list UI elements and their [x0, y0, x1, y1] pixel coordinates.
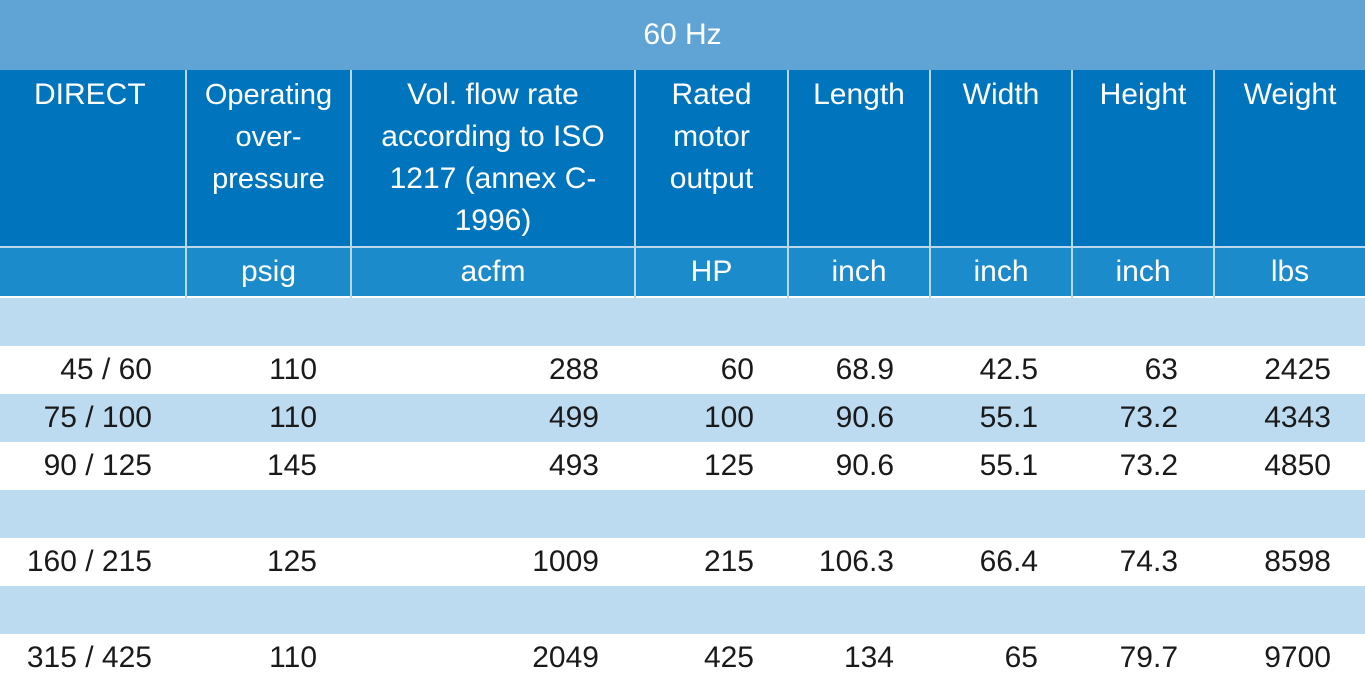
cell-weight: 9700 — [1214, 634, 1365, 682]
cell-length: 68.9 — [788, 346, 930, 394]
cell-width: 55.1 — [930, 442, 1072, 490]
cell-pressure: 110 — [186, 634, 351, 682]
unit-width: inch — [929, 246, 1072, 297]
unit-height: inch — [1071, 246, 1214, 297]
cell-flow: 2049 — [351, 634, 635, 682]
cell-motor: 215 — [635, 538, 788, 586]
cell-flow: 288 — [351, 346, 635, 394]
cell-pressure: 110 — [186, 394, 351, 442]
header-motor-output: Rated motor output — [634, 70, 788, 247]
cell-weight: 4850 — [1214, 442, 1365, 490]
cell-width: 65 — [930, 634, 1072, 682]
cell-weight: 8598 — [1214, 538, 1365, 586]
cell-width: 66.4 — [930, 538, 1072, 586]
cell-height: 79.7 — [1072, 634, 1214, 682]
cell-length: 90.6 — [788, 394, 930, 442]
cell-length: 90.6 — [788, 442, 930, 490]
header-operating-overpressure: Operating over-pressure — [185, 70, 351, 247]
cell-width: 55.1 — [930, 394, 1072, 442]
unit-flow: acfm — [350, 246, 635, 297]
unit-motor: HP — [634, 246, 788, 297]
section-spacer — [0, 296, 1365, 346]
frequency-title: 60 Hz — [0, 0, 1365, 70]
header-length: Length — [787, 70, 930, 247]
cell-motor: 425 — [635, 634, 788, 682]
cell-length: 134 — [788, 634, 930, 682]
table-row: 315 / 425 110 2049 425 134 65 79.7 9700 — [0, 634, 1365, 682]
header-width: Width — [929, 70, 1072, 247]
cell-height: 74.3 — [1072, 538, 1214, 586]
table-row: 45 / 60 110 288 60 68.9 42.5 63 2425 — [0, 346, 1365, 394]
cell-height: 73.2 — [1072, 442, 1214, 490]
header-weight: Weight — [1213, 70, 1365, 247]
cell-pressure: 145 — [186, 442, 351, 490]
header-flow-rate: Vol. flow rate according to ISO 1217 (an… — [350, 70, 635, 247]
cell-model: 315 / 425 — [0, 634, 186, 682]
cell-motor: 125 — [635, 442, 788, 490]
cell-model: 75 / 100 — [0, 394, 186, 442]
unit-length: inch — [787, 246, 930, 297]
cell-width: 42.5 — [930, 346, 1072, 394]
cell-weight: 4343 — [1214, 394, 1365, 442]
unit-direct — [0, 246, 186, 297]
cell-flow: 493 — [351, 442, 635, 490]
table-row: 160 / 215 125 1009 215 106.3 66.4 74.3 8… — [0, 538, 1365, 586]
table-row: 75 / 100 110 499 100 90.6 55.1 73.2 4343 — [0, 394, 1365, 442]
unit-weight: lbs — [1213, 246, 1365, 297]
cell-length: 106.3 — [788, 538, 930, 586]
cell-model: 160 / 215 — [0, 538, 186, 586]
cell-pressure: 110 — [186, 346, 351, 394]
cell-model: 90 / 125 — [0, 442, 186, 490]
cell-flow: 499 — [351, 394, 635, 442]
section-spacer — [0, 490, 1365, 538]
cell-model: 45 / 60 — [0, 346, 186, 394]
unit-pressure: psig — [185, 246, 351, 297]
header-height: Height — [1071, 70, 1214, 247]
cell-flow: 1009 — [351, 538, 635, 586]
section-spacer — [0, 586, 1365, 634]
header-direct: DIRECT — [0, 70, 186, 247]
cell-pressure: 125 — [186, 538, 351, 586]
cell-motor: 100 — [635, 394, 788, 442]
cell-height: 73.2 — [1072, 394, 1214, 442]
cell-height: 63 — [1072, 346, 1214, 394]
cell-motor: 60 — [635, 346, 788, 394]
table-row: 90 / 125 145 493 125 90.6 55.1 73.2 4850 — [0, 442, 1365, 490]
cell-weight: 2425 — [1214, 346, 1365, 394]
